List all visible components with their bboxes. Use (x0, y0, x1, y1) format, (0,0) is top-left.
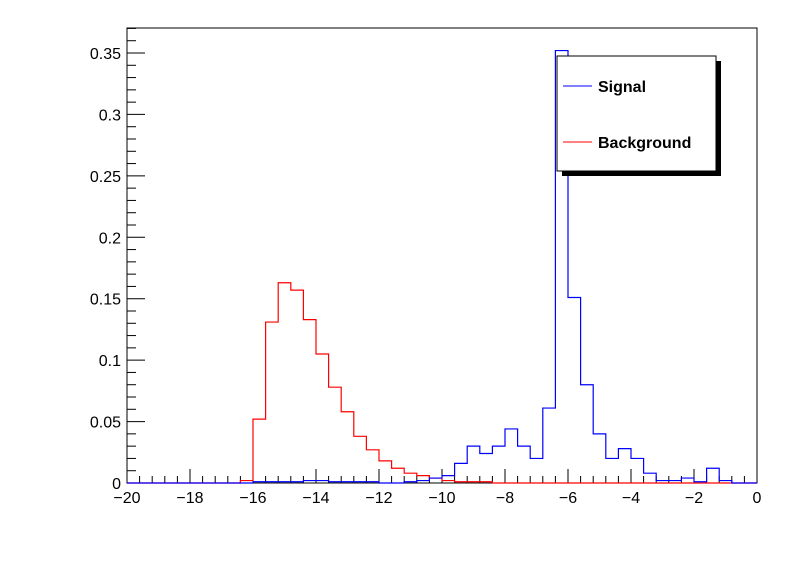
y-axis: 0 0.05 0.1 0.15 0.2 0.25 0.3 0.35 (90, 27, 145, 493)
x-tick-label: −4 (622, 490, 640, 507)
y-tick-label: 0.3 (99, 107, 121, 124)
x-tick-label: −16 (239, 490, 266, 507)
x-tick-label: −14 (302, 490, 329, 507)
x-tick-label: −8 (496, 490, 514, 507)
x-tick-label: −12 (365, 490, 392, 507)
series-background-line (127, 282, 757, 484)
legend: Signal Background (556, 55, 721, 176)
y-tick-label: 0.25 (90, 169, 121, 186)
legend-box (556, 55, 717, 172)
legend-label-background: Background (598, 135, 691, 152)
histogram-series (127, 49, 757, 484)
x-tick-label: −6 (559, 490, 577, 507)
series-signal-line (127, 49, 757, 484)
y-tick-label: 0.1 (99, 353, 121, 370)
x-tick-label: −18 (176, 490, 203, 507)
x-tick-label: −2 (685, 490, 703, 507)
x-tick-label: −20 (113, 490, 140, 507)
legend-label-signal: Signal (598, 79, 646, 96)
y-tick-label: 0.2 (99, 230, 121, 247)
y-tick-label: 0.15 (90, 292, 121, 309)
x-tick-label: 0 (753, 490, 762, 507)
y-tick-label: 0.35 (90, 46, 121, 63)
x-tick-label: −10 (428, 490, 455, 507)
x-axis: −20 −18 −16 −14 −12 −10 −8 −6 −4 −2 0 (113, 469, 762, 507)
y-tick-label: 0.05 (90, 415, 121, 432)
y-tick-label: 0 (112, 476, 121, 493)
